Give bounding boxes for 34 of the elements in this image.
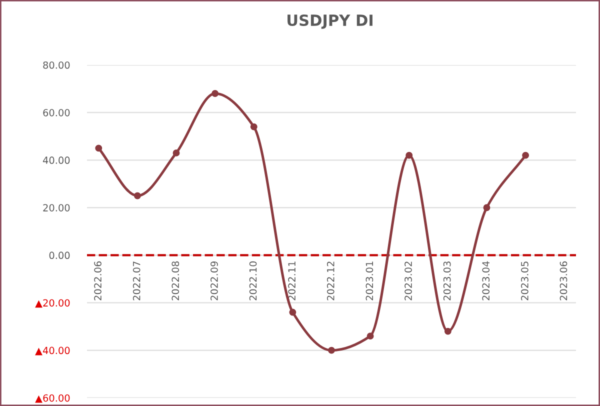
x-tick-label: 2022.06 [94, 261, 102, 300]
point [95, 144, 102, 152]
point [328, 346, 335, 354]
point [134, 192, 141, 200]
point [406, 152, 413, 159]
point [289, 308, 296, 316]
x-tick-label: 2022.10 [249, 261, 257, 300]
y-tick-label: 0.00 [49, 252, 70, 260]
y-tick-label: 60.00 [43, 109, 70, 116]
x-tick-label: 2022.08 [172, 261, 180, 300]
point [366, 332, 374, 340]
x-tick-label: 2023.06 [560, 261, 568, 300]
y-tick-label: 40.00 [42, 156, 70, 164]
point [250, 123, 258, 130]
y-tick-label: ▲60.00 [35, 394, 70, 403]
x-tick-label: 2022.11 [288, 262, 296, 300]
x-tick-label: 2022.12 [326, 262, 334, 300]
point [444, 328, 452, 335]
chart-title: USDJPY DI [288, 14, 372, 29]
point [212, 90, 219, 97]
y-tick-label: 20.00 [43, 204, 70, 212]
x-tick-label: 2023.02 [404, 262, 412, 300]
x-tick-label: 2022.07 [132, 262, 140, 300]
x-tick-label: 2023.05 [521, 262, 528, 300]
point [483, 204, 490, 212]
x-tick-label: 2022.09 [210, 261, 218, 300]
y-tick-label: 80.00 [43, 61, 70, 69]
x-tick-label: 2023.01 [366, 262, 374, 300]
point [522, 152, 530, 159]
y-tick-label: ▲40.00 [35, 346, 70, 356]
x-tick-label: 2023.04 [482, 261, 490, 300]
point [172, 149, 180, 156]
x-tick-label: 2023.03 [443, 262, 451, 300]
y-tick-label: ▲20.00 [35, 299, 70, 308]
